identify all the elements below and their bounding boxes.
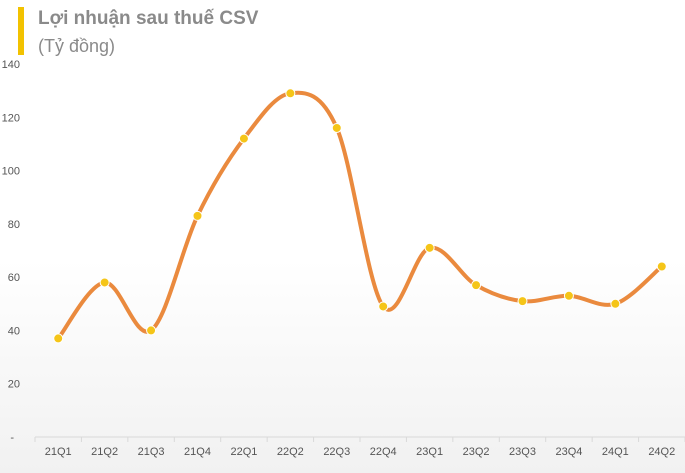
x-tick-label: 24Q1 — [602, 446, 629, 458]
data-point-21Q1 — [53, 333, 64, 344]
x-tick-label: 23Q3 — [509, 446, 536, 458]
x-tick-label: 24Q2 — [648, 446, 675, 458]
data-point-23Q2 — [471, 280, 482, 291]
data-point-22Q3 — [331, 122, 342, 133]
x-tick-label: 22Q1 — [230, 446, 257, 458]
chart-subtitle: (Tỷ đồng) — [38, 36, 116, 56]
chart-title: Lợi nhuận sau thuế CSV — [38, 8, 259, 29]
data-point-24Q1 — [610, 298, 621, 309]
x-tick-label: 21Q4 — [184, 446, 211, 458]
data-point-23Q1 — [424, 242, 435, 253]
data-point-22Q1 — [238, 133, 249, 144]
data-point-23Q3 — [517, 296, 528, 307]
data-point-21Q4 — [192, 210, 203, 221]
data-point-23Q4 — [563, 290, 574, 301]
title-accent-bar — [18, 7, 24, 55]
series-line — [56, 90, 664, 341]
y-tick-label: 120 — [2, 112, 20, 124]
x-tick-label: 22Q2 — [277, 446, 304, 458]
y-tick-label: 40 — [8, 325, 20, 337]
data-point-22Q4 — [378, 301, 389, 312]
data-point-21Q3 — [146, 325, 157, 336]
data-point-21Q2 — [99, 277, 110, 288]
data-point-24Q2 — [656, 261, 667, 272]
x-tick-label: 21Q1 — [45, 446, 72, 458]
x-tick-label: 22Q4 — [370, 446, 397, 458]
x-tick-label: 22Q3 — [323, 446, 350, 458]
y-tick-label: - — [10, 432, 14, 444]
y-tick-label: 140 — [2, 59, 20, 71]
x-tick-label: 21Q3 — [138, 446, 165, 458]
x-tick-label: 21Q2 — [91, 446, 118, 458]
y-tick-label: 100 — [2, 166, 20, 178]
y-tick-label: 20 — [8, 379, 20, 391]
x-tick-label: 23Q2 — [463, 446, 490, 458]
data-point-22Q2 — [285, 88, 296, 99]
y-tick-label: 80 — [8, 219, 20, 231]
x-tick-label: 23Q4 — [555, 446, 582, 458]
x-tick-label: 23Q1 — [416, 446, 443, 458]
y-tick-label: 60 — [8, 272, 20, 284]
